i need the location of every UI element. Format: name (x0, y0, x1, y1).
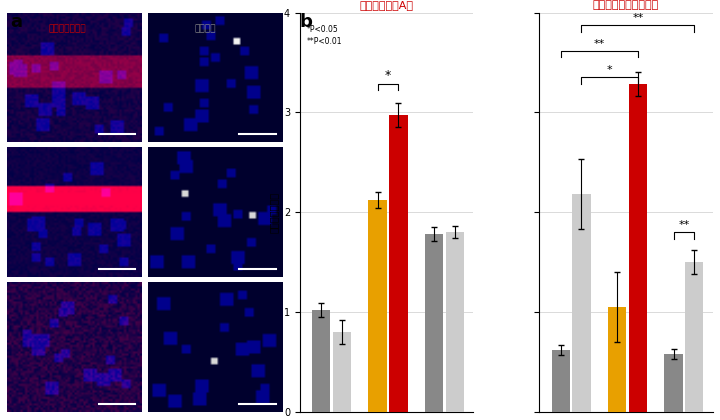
Text: 増殖細胞: 増殖細胞 (194, 24, 216, 34)
Y-axis label: 遺伝子発現比率: 遺伝子発現比率 (269, 192, 278, 233)
Bar (629, 84, 647, 412)
Text: b: b (300, 13, 312, 31)
Text: １型コラーゲン: １型コラーゲン (49, 24, 86, 34)
Bar (333, 332, 351, 412)
Bar (446, 232, 464, 412)
Text: **: ** (593, 39, 605, 48)
Title: コラーゲン１Α１: コラーゲン１Α１ (359, 0, 413, 10)
Title: ヒアルロン酸合成酵素: ヒアルロン酸合成酵素 (593, 0, 659, 10)
Bar (608, 307, 626, 412)
Text: *: * (385, 69, 391, 82)
Text: **: ** (632, 13, 644, 23)
Text: *: * (607, 66, 613, 76)
Bar (425, 234, 444, 412)
Text: *P<0.05
**P<0.01: *P<0.05 **P<0.01 (307, 24, 342, 46)
Text: **: ** (678, 220, 690, 230)
Bar (572, 194, 590, 412)
Bar (389, 116, 408, 412)
Bar (552, 350, 570, 412)
Text: a: a (10, 13, 22, 31)
Bar (369, 200, 387, 412)
Bar (685, 262, 703, 412)
Bar (312, 310, 330, 412)
Bar (665, 354, 683, 412)
